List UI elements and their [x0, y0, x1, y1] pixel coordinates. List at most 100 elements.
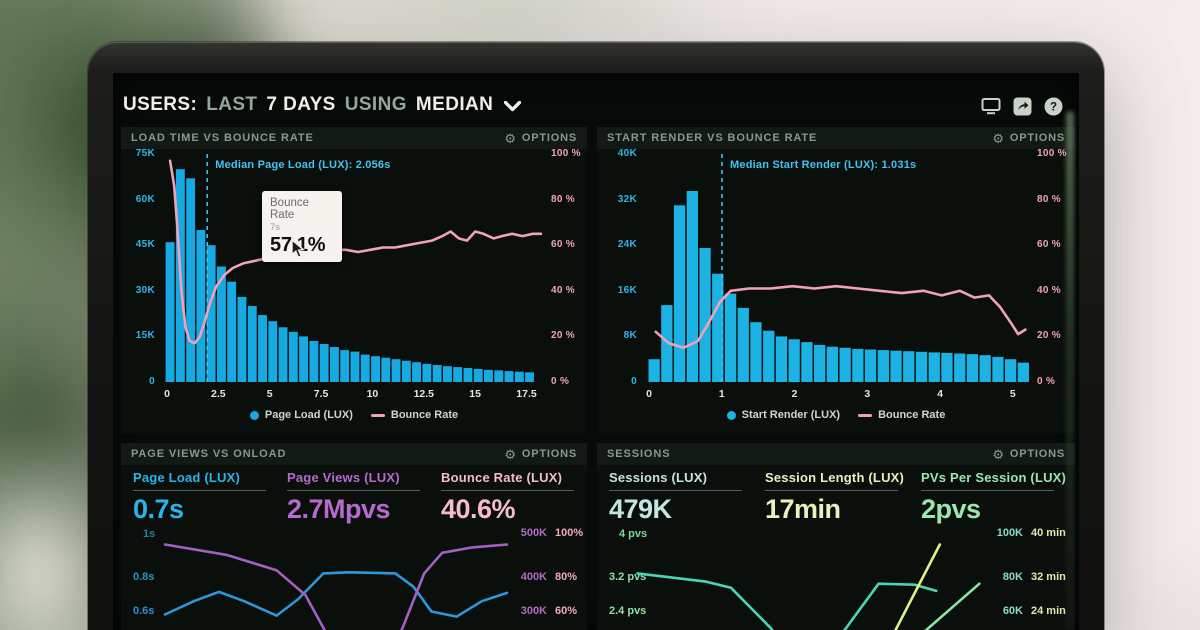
histogram-bar[interactable] — [877, 350, 889, 382]
histogram-bar[interactable] — [826, 346, 838, 382]
histogram-bar[interactable] — [473, 368, 483, 382]
options-button[interactable]: ⚙ OPTIONS — [992, 448, 1065, 461]
histogram-bar[interactable] — [165, 242, 175, 382]
help-icon[interactable]: ? — [1043, 96, 1063, 116]
histogram-bar[interactable] — [1005, 359, 1017, 382]
histogram-bar[interactable] — [903, 351, 915, 382]
histogram-bar[interactable] — [839, 347, 851, 382]
histogram-bar[interactable] — [412, 362, 421, 382]
histogram-bar[interactable] — [992, 356, 1004, 382]
legend-item[interactable]: Start Render (LUX) — [726, 409, 840, 421]
histogram-bar[interactable] — [227, 281, 237, 382]
histogram-bar[interactable] — [686, 191, 698, 382]
histogram-bar[interactable] — [801, 342, 813, 382]
stat-session-length: Session Length (LUX) 17min — [765, 470, 911, 525]
histogram-bar[interactable] — [186, 178, 196, 382]
y-axis-right-label: 60% — [555, 605, 578, 617]
histogram-bar[interactable] — [360, 354, 370, 382]
histogram-bar[interactable] — [258, 315, 267, 382]
histogram-bar[interactable] — [775, 336, 788, 382]
histogram-bar[interactable] — [340, 350, 350, 382]
histogram-bar[interactable] — [422, 363, 432, 382]
histogram-bar[interactable] — [724, 293, 737, 382]
x-axis-tick: 3 — [864, 388, 871, 400]
histogram-bar[interactable] — [979, 355, 991, 382]
y-axis-left-tick: 24K — [617, 239, 637, 251]
histogram-bar[interactable] — [247, 306, 257, 382]
histogram-bar[interactable] — [941, 352, 953, 382]
histogram-bar[interactable] — [309, 341, 319, 382]
histogram-bar[interactable] — [217, 266, 226, 383]
histogram-bar[interactable] — [278, 327, 288, 382]
histogram-bar[interactable] — [268, 321, 278, 382]
histogram-bar[interactable] — [391, 359, 401, 382]
options-button[interactable]: ⚙ OPTIONS — [504, 132, 577, 145]
histogram-bar[interactable] — [299, 336, 308, 382]
legend-item[interactable]: Bounce Rate — [370, 409, 458, 421]
histogram-bar[interactable] — [661, 305, 673, 382]
histogram-bar[interactable] — [915, 351, 928, 382]
histogram-bar[interactable] — [514, 371, 524, 382]
options-button[interactable]: ⚙ OPTIONS — [992, 132, 1065, 145]
y-axis-right-tick: 40 % — [551, 284, 575, 296]
histogram-bar[interactable] — [699, 248, 711, 382]
histogram-bar[interactable] — [206, 245, 216, 382]
histogram-bar[interactable] — [288, 331, 298, 382]
histogram-bar[interactable] — [330, 347, 339, 382]
stat-label: PVs Per Session (LUX) — [921, 470, 1067, 485]
histogram-bar[interactable] — [864, 349, 877, 383]
histogram-bar[interactable] — [763, 330, 775, 382]
histogram-bar[interactable] — [494, 370, 504, 382]
display-icon[interactable] — [981, 96, 1001, 116]
histogram-bar[interactable] — [648, 359, 660, 382]
histogram-bar[interactable] — [525, 372, 534, 382]
sparkline-plot[interactable] — [623, 523, 983, 630]
options-button[interactable]: ⚙ OPTIONS — [504, 448, 577, 461]
load-time-chart[interactable]: 75K 60K 45K 30K 15K 0 100 % 80 % 60 % 40 % 20 % 0 %… — [123, 148, 585, 430]
x-axis-tick: 0 — [164, 388, 170, 400]
x-axis-tick: 10 — [366, 388, 379, 400]
histogram-bar[interactable] — [673, 205, 686, 382]
histogram-bar[interactable] — [504, 371, 514, 382]
histogram-bar[interactable] — [453, 367, 463, 382]
histogram-bar[interactable] — [814, 344, 826, 382]
histogram-bar[interactable] — [319, 344, 329, 382]
title-segment: LAST — [206, 94, 258, 115]
histogram-bar[interactable] — [954, 353, 966, 383]
histogram-bar[interactable] — [401, 360, 411, 382]
x-axis-tick: 15 — [469, 388, 481, 400]
histogram-bar[interactable] — [890, 350, 902, 382]
page-views-onload-chart[interactable]: 0.8s 0.6s 500K 100% 400K 80% 300K 60% — [121, 523, 587, 630]
histogram-bar[interactable] — [443, 366, 452, 382]
legend-item[interactable]: Page Load (LUX) — [249, 409, 353, 421]
histogram-bar[interactable] — [350, 351, 360, 382]
histogram-bar[interactable] — [432, 365, 442, 382]
Page Load (LUX)-plot[interactable] — [165, 154, 543, 382]
histogram-bar[interactable] — [196, 230, 206, 382]
sessions-chart[interactable]: 3.2 pvs 2.4 pvs 100K 40 min 80K 32 min 60K 24 m… — [597, 523, 1075, 630]
y-axis-left-tick: 8K — [623, 330, 637, 342]
histogram-bar[interactable] — [712, 273, 724, 382]
x-axis-tick: 7.5 — [313, 388, 329, 400]
legend-item[interactable]: Bounce Rate — [858, 409, 945, 421]
histogram-bar[interactable] — [928, 352, 940, 382]
histogram-bar[interactable] — [237, 296, 247, 382]
histogram-bar[interactable] — [463, 368, 473, 382]
histogram-bar[interactable] — [484, 369, 493, 382]
histogram-bar[interactable] — [966, 354, 979, 382]
histogram-bar[interactable] — [750, 322, 762, 382]
histogram-bar[interactable] — [788, 339, 800, 383]
histogram-bar[interactable] — [1017, 362, 1029, 382]
histogram-bar[interactable] — [737, 307, 749, 382]
start-render-chart[interactable]: 40K 32K 24K 16K 8K 0 100 % 80 % 60 % 40 % 20 % 0 % M… — [599, 148, 1073, 430]
users-range-dropdown[interactable]: USERS: LAST 7 DAYS USING MEDIAN — [123, 94, 522, 116]
stat-sessions: Sessions (LUX) 479K 4 pvs — [609, 470, 755, 540]
share-icon[interactable] — [1012, 96, 1032, 116]
panel-header: LOAD TIME VS BOUNCE RATE ⚙ OPTIONS — [121, 127, 587, 149]
sparkline-plot[interactable] — [147, 523, 509, 630]
histogram-bar[interactable] — [852, 348, 864, 382]
histogram-bar[interactable] — [381, 357, 391, 382]
Start Render (LUX)-plot[interactable] — [647, 154, 1029, 383]
histogram-bar[interactable] — [371, 356, 380, 382]
panel-title: START RENDER VS BOUNCE RATE — [607, 132, 818, 144]
